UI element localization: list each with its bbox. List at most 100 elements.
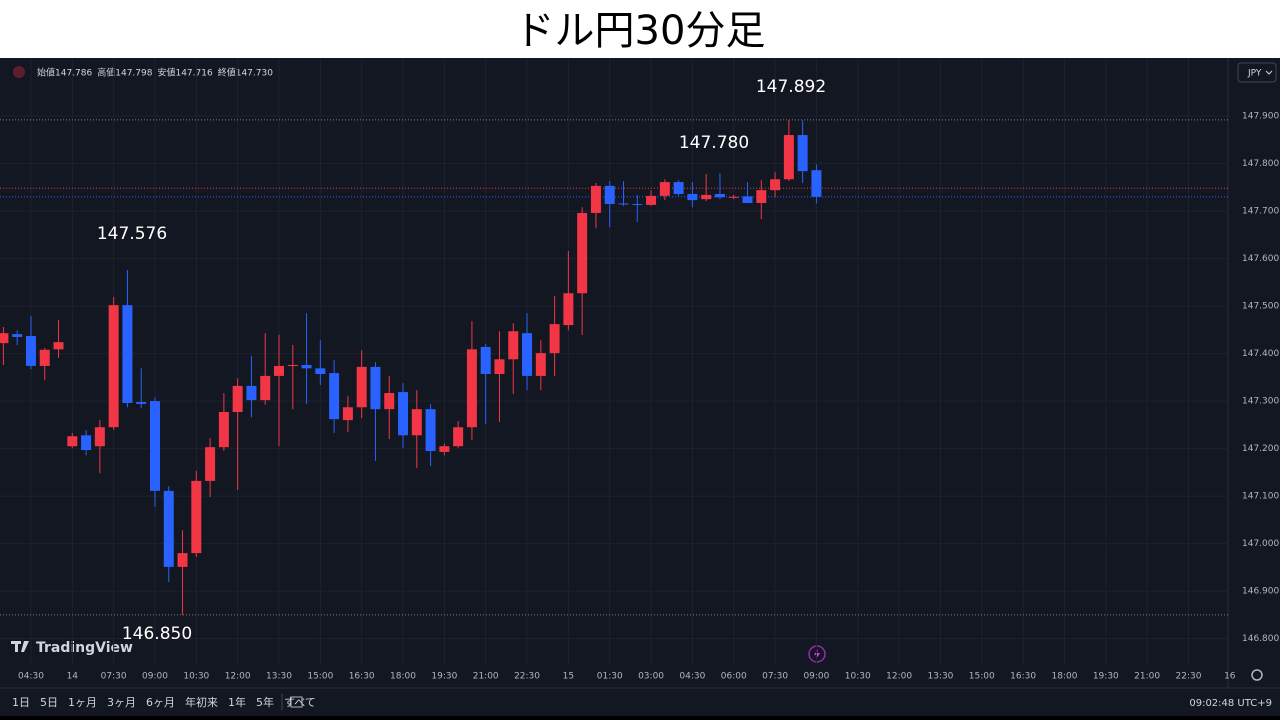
candle-body bbox=[411, 409, 422, 436]
candle-body bbox=[563, 293, 574, 326]
event-icon[interactable] bbox=[808, 645, 826, 663]
y-tick-label: 147.900 bbox=[1242, 112, 1279, 122]
candle-body bbox=[604, 185, 615, 204]
candle-body bbox=[108, 305, 119, 428]
y-tick-label: 146.800 bbox=[1242, 634, 1279, 644]
range-button[interactable]: 1年 bbox=[228, 695, 246, 709]
candle-body bbox=[53, 342, 64, 350]
y-tick-label: 147.400 bbox=[1242, 349, 1279, 359]
x-tick-label: 16:30 bbox=[349, 672, 375, 682]
dropdown-arrow bbox=[1265, 70, 1273, 75]
y-tick-label: 147.000 bbox=[1242, 539, 1279, 549]
x-tick-label: 12:00 bbox=[225, 672, 251, 682]
candle-body bbox=[25, 336, 36, 366]
x-tick-label: 15:00 bbox=[969, 672, 995, 682]
candle-body bbox=[122, 305, 133, 403]
candle-body bbox=[783, 135, 794, 180]
x-tick-label: 09:00 bbox=[803, 672, 829, 682]
range-button[interactable]: 5日 bbox=[40, 696, 58, 709]
range-button[interactable]: 3ヶ月 bbox=[107, 696, 136, 709]
candle-body bbox=[260, 375, 271, 401]
x-tick-label: 16:30 bbox=[1010, 672, 1036, 682]
ohlc-label: 安値 bbox=[157, 67, 175, 79]
event-bolt bbox=[814, 649, 820, 659]
candle-body bbox=[81, 435, 92, 451]
candle-body bbox=[205, 447, 216, 481]
range-button[interactable]: 6ヶ月 bbox=[146, 696, 175, 709]
x-tick-label: 16 bbox=[1224, 672, 1236, 682]
x-tick-label: 22:30 bbox=[514, 672, 540, 682]
settings-icon[interactable] bbox=[1251, 669, 1263, 681]
y-tick-label: 147.200 bbox=[1242, 444, 1279, 454]
ohlc-label: 始値 bbox=[37, 67, 55, 79]
candle-body bbox=[659, 182, 670, 196]
candle-body bbox=[494, 359, 505, 375]
candle-body bbox=[191, 480, 202, 554]
y-tick-label: 147.800 bbox=[1242, 159, 1279, 169]
candle-body bbox=[39, 349, 50, 366]
candle-body bbox=[756, 190, 767, 203]
candle-body bbox=[701, 194, 712, 200]
x-tick-label: 07:30 bbox=[101, 672, 127, 682]
candle-body bbox=[12, 334, 23, 337]
y-tick-label: 147.600 bbox=[1242, 254, 1279, 264]
candle-body bbox=[508, 331, 519, 360]
x-tick-label: 19:30 bbox=[1093, 672, 1119, 682]
ohlc-value: 147.786 bbox=[55, 69, 92, 79]
candle-body bbox=[177, 553, 188, 567]
x-tick-label: 10:30 bbox=[845, 672, 871, 682]
symbol-icon bbox=[13, 66, 25, 78]
candle-body bbox=[218, 412, 229, 448]
bottom-edge bbox=[0, 716, 1280, 720]
x-tick-label: 15 bbox=[563, 672, 574, 682]
candle-body bbox=[590, 185, 601, 213]
candle-body bbox=[356, 366, 367, 408]
x-tick-label: 13:30 bbox=[266, 672, 292, 682]
candle-body bbox=[673, 182, 684, 194]
range-button[interactable]: すべて bbox=[284, 696, 316, 709]
candle-body bbox=[797, 135, 808, 172]
x-tick-label: 04:30 bbox=[18, 672, 44, 682]
candle-body bbox=[274, 365, 284, 376]
candle-body bbox=[439, 446, 450, 452]
ohlc-value: 147.730 bbox=[236, 69, 273, 79]
x-tick-label: 19:30 bbox=[431, 672, 457, 682]
x-tick-label: 06:00 bbox=[721, 672, 747, 682]
date-range-icon[interactable] bbox=[290, 696, 303, 708]
candle-body bbox=[811, 170, 822, 197]
x-tick-label: 07:30 bbox=[762, 672, 788, 682]
candle-body bbox=[301, 364, 312, 369]
candle-body bbox=[549, 324, 560, 354]
y-tick-label: 147.300 bbox=[1242, 397, 1279, 407]
candle-body bbox=[480, 346, 491, 375]
candle-body bbox=[398, 392, 409, 436]
logo-text: TradingView bbox=[36, 640, 133, 656]
range-button[interactable]: 1ヶ月 bbox=[68, 696, 97, 709]
candle-body bbox=[384, 393, 395, 410]
candle-body bbox=[94, 427, 105, 447]
range-button[interactable]: 1日 bbox=[12, 696, 30, 709]
currency-button[interactable] bbox=[1237, 62, 1277, 83]
range-button[interactable]: 5年 bbox=[256, 695, 274, 709]
candle-body bbox=[149, 401, 160, 491]
candle-body bbox=[370, 366, 381, 410]
candle-body bbox=[646, 195, 657, 205]
candle-body bbox=[163, 490, 174, 567]
x-tick-label: 04:30 bbox=[679, 672, 705, 682]
ohlc-label: 終値 bbox=[218, 67, 236, 79]
plot bbox=[0, 58, 1228, 665]
candle-body bbox=[67, 436, 78, 447]
x-tick-label: 18:00 bbox=[1051, 672, 1077, 682]
ohlc-value: 147.798 bbox=[115, 69, 152, 79]
annotation: 147.892 bbox=[756, 77, 826, 97]
candle-body bbox=[425, 409, 436, 451]
x-tick-label: 22:30 bbox=[1176, 672, 1202, 682]
range-button[interactable]: 年初来 bbox=[185, 695, 218, 709]
candle-body bbox=[466, 349, 477, 428]
x-tick-label: 15:00 bbox=[307, 672, 333, 682]
x-tick-label: 10:30 bbox=[183, 672, 209, 682]
candle-body bbox=[714, 193, 725, 198]
currency-label[interactable]: JPY bbox=[1247, 69, 1262, 79]
annotation: 147.576 bbox=[97, 224, 167, 244]
